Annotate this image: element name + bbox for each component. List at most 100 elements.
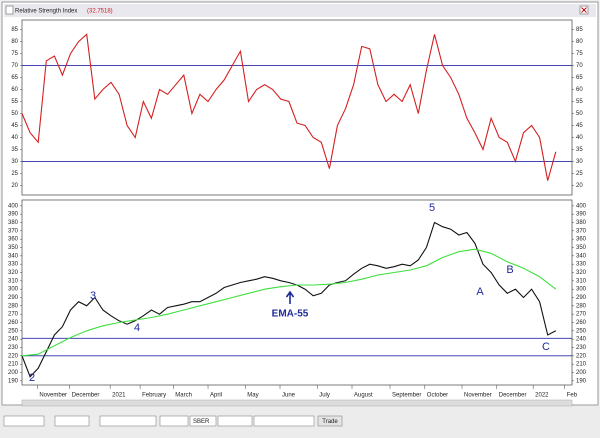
y-tick-label: 30 xyxy=(576,159,583,165)
chart-area xyxy=(1,1,599,406)
y-tick-label: 220 xyxy=(8,353,19,359)
x-tick-label: October xyxy=(427,393,448,399)
price-frame xyxy=(21,199,573,386)
line-style-select[interactable] xyxy=(3,415,45,427)
y-tick-label: 400 xyxy=(8,203,19,209)
pane-value: (32.7518) xyxy=(87,9,113,15)
y-tick-label: 280 xyxy=(8,303,19,309)
y-tick-label: 50 xyxy=(576,111,583,117)
y-tick-label: 340 xyxy=(576,253,587,259)
symbol: SBER xyxy=(193,419,210,425)
y-tick-label: 320 xyxy=(576,270,587,276)
x-tick-label: April xyxy=(210,393,222,399)
y-tick-label: 50 xyxy=(11,111,18,117)
annotation: 3 xyxy=(90,290,96,302)
y-tick-label: 260 xyxy=(576,320,587,326)
annotation: 5 xyxy=(429,202,435,214)
y-tick-label: 320 xyxy=(8,270,19,276)
order-select[interactable] xyxy=(253,415,315,427)
trade-button[interactable] xyxy=(317,415,343,427)
y-tick-label: 25 xyxy=(11,171,18,177)
symbol-field[interactable] xyxy=(189,415,217,427)
y-tick-label: 35 xyxy=(576,147,583,153)
y-tick-label: 230 xyxy=(8,345,19,351)
y-tick-label: 35 xyxy=(11,147,18,153)
y-tick-label: 40 xyxy=(11,135,18,141)
scrollbar[interactable] xyxy=(21,399,573,407)
y-tick-label: 260 xyxy=(8,320,19,326)
y-tick-label: 360 xyxy=(576,237,587,243)
y-tick-label: 20 xyxy=(576,183,583,189)
y-tick-label: 45 xyxy=(576,123,583,129)
series-line xyxy=(21,33,557,181)
y-tick-label: 370 xyxy=(576,228,587,234)
y-tick-label: 70 xyxy=(11,63,18,69)
series-line xyxy=(21,248,557,357)
x-tick-label: December xyxy=(72,393,100,399)
y-tick-label: 55 xyxy=(576,99,583,105)
y-tick-label: 300 xyxy=(8,287,19,293)
y-tick-label: 290 xyxy=(576,295,587,301)
x-tick-label: August xyxy=(354,393,373,399)
y-tick-label: 80 xyxy=(11,39,18,45)
y-tick-label: 30 xyxy=(11,159,18,165)
x-tick-label: December xyxy=(499,393,527,399)
y-tick-label: 390 xyxy=(8,212,19,218)
y-tick-label: 20 xyxy=(11,183,18,189)
y-tick-label: 85 xyxy=(11,27,18,33)
y-tick-label: 80 xyxy=(576,39,583,45)
y-tick-label: 65 xyxy=(576,75,583,81)
y-tick-label: 290 xyxy=(8,295,19,301)
y-tick-label: 190 xyxy=(576,378,587,384)
line-width-select[interactable] xyxy=(54,415,90,427)
y-tick-label: 210 xyxy=(576,362,587,368)
y-tick-label: 330 xyxy=(576,262,587,268)
y-tick-label: 60 xyxy=(576,87,583,93)
annotation: 4 xyxy=(134,322,140,334)
x-tick-label: July xyxy=(319,393,330,399)
y-tick-label: 55 xyxy=(11,99,18,105)
x-tick-label: Feb xyxy=(567,393,578,399)
tool-buttons[interactable] xyxy=(99,415,157,427)
y-tick-label: 350 xyxy=(576,245,587,251)
y-tick-label: 25 xyxy=(576,171,583,177)
color-select[interactable] xyxy=(159,415,189,427)
y-tick-label: 75 xyxy=(576,51,583,57)
x-tick-label: November xyxy=(39,393,67,399)
y-tick-label: 330 xyxy=(8,262,19,268)
x-tick-label: 2021 xyxy=(112,393,126,399)
y-tick-label: 350 xyxy=(8,245,19,251)
y-tick-label: 40 xyxy=(576,135,583,141)
y-tick-label: 190 xyxy=(8,378,19,384)
x-tick-label: 2022 xyxy=(535,393,549,399)
y-tick-label: 65 xyxy=(11,75,18,81)
y-tick-label: 270 xyxy=(8,312,19,318)
x-tick-label: September xyxy=(392,393,421,399)
y-tick-label: 250 xyxy=(8,328,19,334)
y-tick-label: 380 xyxy=(576,220,587,226)
y-tick-label: 200 xyxy=(8,370,19,376)
series-line xyxy=(21,221,557,378)
x-tick-label: February xyxy=(142,393,166,399)
y-tick-label: 60 xyxy=(11,87,18,93)
annotation: A xyxy=(476,286,484,298)
pane-header xyxy=(4,4,596,17)
y-tick-label: 270 xyxy=(576,312,587,318)
annotation: 2 xyxy=(29,372,35,384)
rsi-frame xyxy=(21,19,573,196)
y-tick-label: 230 xyxy=(576,345,587,351)
x-tick-label: November xyxy=(464,393,492,399)
account-select[interactable] xyxy=(217,415,253,427)
y-tick-label: 200 xyxy=(576,370,587,376)
y-tick-label: 390 xyxy=(576,212,587,218)
y-tick-label: 45 xyxy=(11,123,18,129)
close-icon xyxy=(581,7,587,13)
y-tick-label: 210 xyxy=(8,362,19,368)
y-tick-label: 300 xyxy=(576,287,587,293)
x-tick-label: March xyxy=(175,393,192,399)
y-tick-label: 220 xyxy=(576,353,587,359)
y-tick-label: 360 xyxy=(8,237,19,243)
pane-icon xyxy=(5,5,14,15)
y-tick-label: 280 xyxy=(576,303,587,309)
